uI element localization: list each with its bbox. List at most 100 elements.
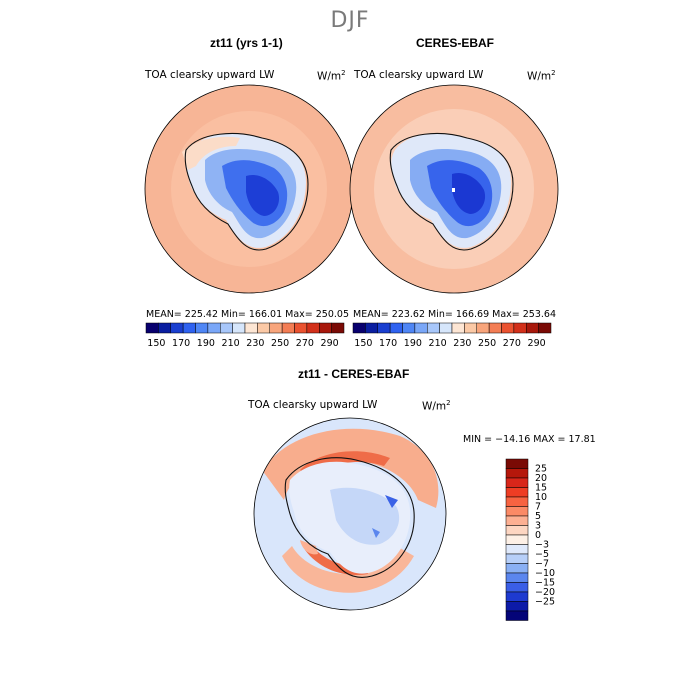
panel-units-obs: W/m2 — [527, 69, 556, 83]
colorbar-swatch — [501, 322, 515, 334]
colorbar-tick-label: 190 — [197, 338, 215, 349]
colorbar-swatch — [538, 322, 552, 334]
colorbar-swatch — [414, 322, 428, 334]
colorbar-swatch — [232, 322, 246, 334]
colorbar-tick-label: −7 — [535, 559, 549, 570]
colorbar-swatch — [505, 601, 529, 612]
map-model — [145, 85, 353, 293]
colorbar-swatch — [476, 322, 490, 334]
colorbar-swatch — [352, 322, 366, 334]
colorbar-tick-label: 0 — [535, 530, 541, 541]
colorbar-swatch — [505, 582, 529, 593]
colorbar-swatch — [145, 322, 159, 334]
panel-variable-model: TOA clearsky upward LW — [145, 69, 275, 81]
colorbar-tick-label: 170 — [172, 338, 190, 349]
colorbar-swatch — [377, 322, 391, 334]
colorbar-model: 150 170 190 210 230 250 270 290 — [145, 322, 345, 349]
colorbar-swatch — [505, 458, 529, 469]
colorbar-swatch — [488, 322, 502, 334]
colorbar-tick-label: 290 — [528, 338, 546, 349]
colorbar-swatch — [505, 591, 529, 602]
colorbar-tick-label: 190 — [404, 338, 422, 349]
colorbar-tick-label: 210 — [222, 338, 240, 349]
stats-model: MEAN= 225.42 Min= 166.01 Max= 250.05 — [146, 309, 349, 320]
colorbar-swatch — [505, 515, 529, 526]
colorbar-swatch — [505, 525, 529, 536]
top-maps: MEAN= 225.42 Min= 166.01 Max= 250.05 MEA… — [144, 84, 559, 349]
colorbar-swatch — [526, 322, 539, 334]
colorbar-swatch — [158, 322, 171, 334]
colorbar-tick-label: 230 — [246, 338, 264, 349]
colorbar-swatch — [365, 322, 378, 334]
colorbar-tick-label: 20 — [535, 473, 547, 484]
colorbar-tick-label: −15 — [535, 578, 555, 589]
colorbar-swatch — [451, 322, 465, 334]
colorbar-tick-label: 230 — [453, 338, 471, 349]
colorbar-swatch — [331, 322, 345, 334]
colorbar-swatch — [306, 322, 320, 334]
colorbar-swatch — [505, 506, 529, 517]
colorbar-tick-label: 270 — [296, 338, 314, 349]
diff-variable: TOA clearsky upward LW — [248, 399, 378, 411]
colorbar-swatch — [195, 322, 209, 334]
colorbar-swatch — [505, 610, 529, 621]
colorbar-swatch — [319, 322, 332, 334]
colorbar-swatch — [402, 322, 416, 334]
colorbar-tick-label: −20 — [535, 587, 555, 598]
colorbar-tick-label: 210 — [429, 338, 447, 349]
colorbar-swatch — [505, 496, 529, 507]
colorbar-tick-label: 10 — [535, 492, 547, 503]
map-obs — [350, 85, 558, 293]
colorbar-tick-label: 250 — [271, 338, 289, 349]
colorbar-swatch — [505, 553, 529, 564]
colorbar-tick-label: 3 — [535, 521, 541, 532]
colorbar-tick-label: −25 — [535, 597, 555, 608]
map-diff — [254, 418, 446, 610]
colorbar-tick-label: 170 — [379, 338, 397, 349]
colorbar-swatch — [464, 322, 477, 334]
colorbar-swatch — [439, 322, 453, 334]
colorbar-tick-label: 25 — [535, 464, 547, 475]
colorbar-obs: 150 170 190 210 230 250 270 290 — [352, 322, 552, 349]
stats-obs: MEAN= 223.62 Min= 166.69 Max= 253.64 — [353, 309, 556, 320]
colorbar-swatch — [505, 534, 529, 545]
diff-title: zt11 - CERES-EBAF — [298, 367, 410, 381]
colorbar-tick-label: 15 — [535, 483, 547, 494]
colorbar-swatch — [505, 572, 529, 583]
coastline-obs — [389, 133, 514, 251]
panel-units-model: W/m2 — [317, 69, 346, 83]
colorbar-swatch — [257, 322, 270, 334]
colorbar-swatch — [220, 322, 233, 334]
colorbar-swatch — [269, 322, 283, 334]
diff-units: W/m2 — [422, 399, 451, 413]
colorbar-tick-label: −3 — [535, 540, 549, 551]
colorbar-swatch — [505, 563, 529, 574]
colorbar-tick-label: 5 — [535, 511, 541, 522]
colorbar-tick-label: −10 — [535, 568, 555, 579]
colorbar-swatch — [505, 468, 529, 479]
colorbar-tick-label: 250 — [478, 338, 496, 349]
colorbar-tick-label: 290 — [321, 338, 339, 349]
colorbar-tick-label: 150 — [354, 338, 372, 349]
panel-variable-obs: TOA clearsky upward LW — [354, 69, 484, 81]
colorbar-swatch — [170, 322, 184, 334]
colorbar-swatch — [427, 322, 440, 334]
colorbar-swatch — [389, 322, 403, 334]
colorbar-swatch — [513, 322, 527, 334]
panel-title-model: zt11 (yrs 1-1) — [210, 36, 283, 50]
colorbar-tick-label: 7 — [535, 502, 541, 513]
colorbar-swatch — [505, 544, 529, 555]
colorbar-tick-label: 270 — [503, 338, 521, 349]
colorbar-swatch — [207, 322, 221, 334]
panel-title-obs: CERES-EBAF — [416, 36, 495, 50]
colorbar-tick-label: 150 — [147, 338, 165, 349]
colorbar-swatch — [182, 322, 196, 334]
diff-stats: MIN = −14.16 MAX = 17.81 — [463, 434, 596, 445]
coastline-model — [184, 133, 309, 251]
coastline-diff — [284, 457, 415, 578]
colorbar-swatch — [505, 487, 529, 498]
season-title: DJF — [330, 8, 370, 33]
colorbar-swatch — [281, 322, 295, 334]
